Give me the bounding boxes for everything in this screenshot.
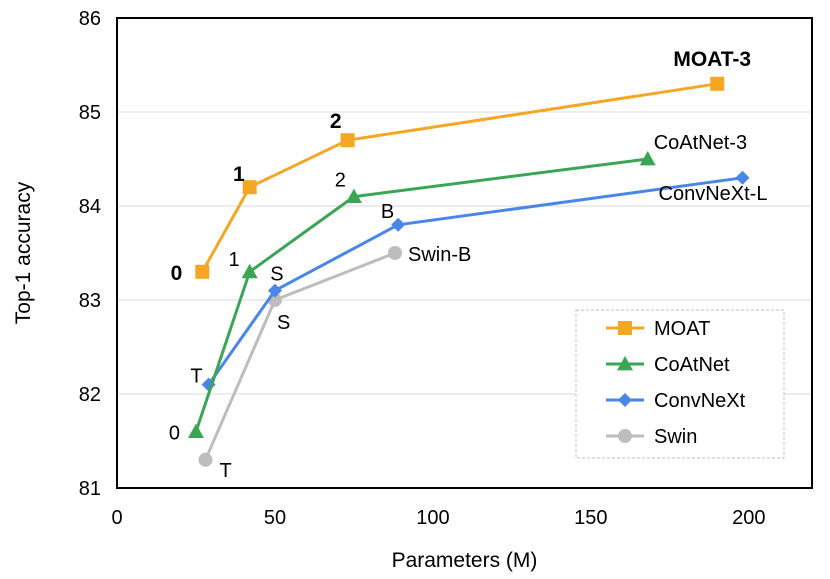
point-label-coatnet-1: 1 [229, 249, 240, 271]
y-tick-label: 82 [79, 384, 101, 406]
legend-marker-convnext [618, 393, 632, 407]
data-point-coatnet-1 [241, 263, 258, 279]
point-label-coatnet-coatnet-3: CoAtNet-3 [654, 132, 747, 154]
legend-item-swin: Swin [606, 426, 697, 448]
point-label-coatnet-2: 2 [335, 170, 346, 192]
legend-label-swin: Swin [654, 426, 697, 448]
legend-box [575, 309, 785, 459]
y-axis-title: Top-1 accuracy [12, 181, 35, 324]
data-point-swin-t [198, 452, 213, 467]
data-point-moat-moat-3 [710, 76, 725, 91]
point-labels: 0 1 2 MOAT-3 0 1 2 CoAtNet-3 T S B ConvNeXt-L T S Swin… [169, 48, 768, 482]
series-swin [198, 246, 402, 467]
legend-label-moat: MOAT [654, 318, 710, 340]
data-point-convnext-s [267, 283, 282, 298]
point-label-swin-t: T [219, 460, 231, 482]
data-point-swin-swin-b [388, 246, 402, 260]
legend-label-convnext: ConvNeXt [654, 390, 746, 412]
legend-marker-swin [618, 429, 632, 443]
point-label-moat-2: 2 [330, 110, 342, 133]
y-tick-label: 86 [79, 8, 101, 30]
data-point-moat-1 [242, 180, 257, 195]
legend: MOAT CoAtNet ConvNeXt Swin [575, 309, 785, 459]
legend-item-convnext: ConvNeXt [606, 390, 746, 412]
legend-item-coatnet: CoAtNet [606, 354, 730, 376]
point-label-convnext-t: T [190, 366, 202, 388]
data-point-coatnet-coatnet-3 [639, 151, 656, 166]
x-tick-label: 0 [111, 507, 122, 529]
data-point-moat-2 [340, 133, 355, 148]
point-label-coatnet-0: 0 [169, 423, 180, 445]
legend-marker-coatnet [617, 356, 633, 371]
data-point-convnext-convnext-l [735, 170, 750, 185]
series-coatnet [187, 151, 656, 438]
point-label-swin-s: S [277, 312, 290, 334]
series-line-coatnet [194, 157, 648, 433]
series-line-moat [200, 82, 718, 273]
data-point-coatnet-0 [187, 423, 204, 438]
point-label-convnext-convnext-l: ConvNeXt-L [659, 183, 768, 205]
legend-marker-moat [618, 321, 632, 335]
data-point-convnext-b [391, 217, 406, 232]
legend-item-moat: MOAT [606, 318, 710, 340]
plot-area-frame [116, 17, 813, 489]
point-label-convnext-s: S [270, 264, 283, 286]
x-tick-label: 100 [416, 507, 449, 529]
legend-label-coatnet: CoAtNet [654, 354, 730, 376]
data-point-moat-0 [195, 264, 210, 279]
y-tick-label: 84 [79, 196, 101, 218]
series-line-convnext [207, 176, 743, 386]
y-tick-label: 83 [79, 290, 101, 312]
point-label-moat-moat-3: MOAT-3 [673, 48, 751, 71]
x-tick-label: 200 [732, 507, 765, 529]
point-label-convnext-b: B [381, 201, 394, 223]
point-label-moat-1: 1 [233, 163, 245, 186]
point-label-swin-swin-b: Swin-B [408, 244, 471, 266]
series-line-swin [204, 251, 396, 461]
series-moat [195, 76, 725, 279]
point-label-moat-0: 0 [171, 262, 183, 285]
x-axis-title: Parameters (M) [392, 549, 538, 572]
x-tick-label: 150 [574, 507, 607, 529]
y-tick-label: 85 [79, 102, 101, 124]
data-point-coatnet-2 [345, 188, 362, 203]
y-tick-label: 81 [79, 478, 101, 500]
series-layer [187, 76, 750, 467]
x-tick-label: 50 [264, 507, 286, 529]
